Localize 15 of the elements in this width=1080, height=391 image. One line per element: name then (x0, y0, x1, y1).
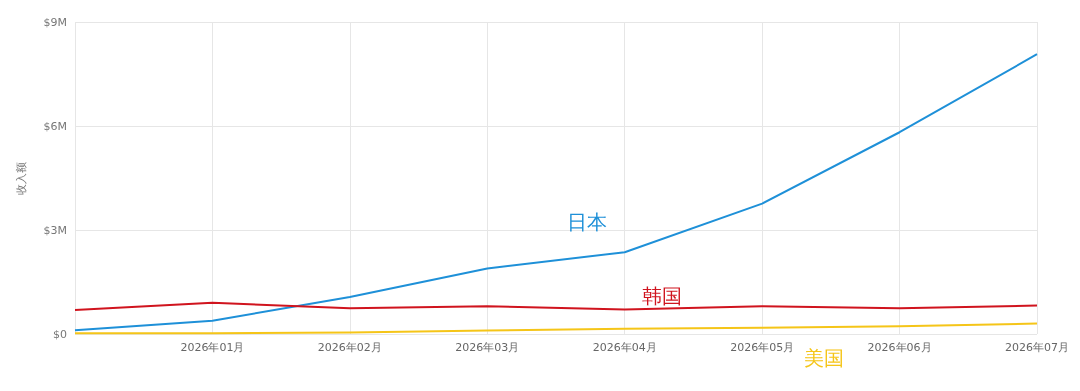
x-tick-label: 2026年01月 (180, 341, 245, 354)
x-tick-label: 2026年05月 (730, 341, 795, 354)
x-tick-label: 2026年06月 (867, 341, 932, 354)
series-label: 日本 (566, 210, 607, 235)
y-axis-title: 收入额 (15, 161, 28, 195)
x-tick-label: 2026年07月 (1005, 341, 1069, 354)
x-tick-label: 2026年04月 (592, 341, 657, 354)
series-label: 韩国 (642, 284, 683, 309)
x-tick-label: 2026年02月 (317, 341, 382, 354)
y-tick-label: $3M (43, 223, 67, 237)
y-tick-label: $9M (43, 15, 67, 29)
x-tick-label: 2026年03月 (455, 341, 520, 354)
y-tick-label: $0 (53, 327, 67, 341)
series-label: 美国 (804, 345, 845, 370)
y-tick-label: $6M (43, 119, 67, 133)
